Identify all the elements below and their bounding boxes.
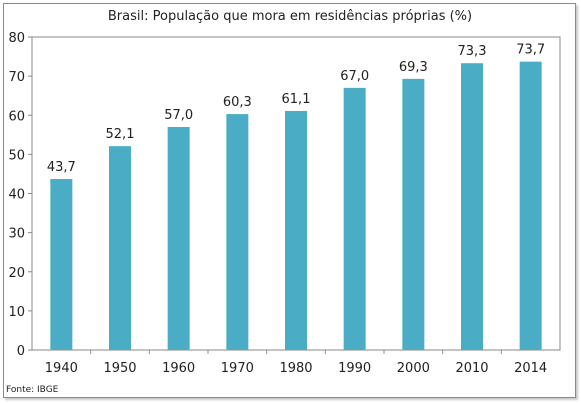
bar-2010 [461,63,483,351]
data-label-1980: 61,1 [282,92,311,107]
data-label-1950: 52,1 [106,127,135,142]
y-tick-label: 30 [8,227,25,242]
data-label-2000: 69,3 [399,60,428,75]
x-tick-label-1950: 1950 [103,361,136,376]
x-tick-label-1990: 1990 [338,361,371,376]
bar-1950 [109,146,131,350]
y-tick-label: 10 [8,305,25,320]
x-tick-label-2000: 2000 [397,361,430,376]
y-tick-label: 0 [17,344,25,359]
y-tick-label: 70 [8,70,25,85]
data-label-2010: 73,3 [458,44,487,59]
bar-2000 [402,78,425,351]
data-label-1960: 57,0 [164,108,193,123]
x-tick-label-2014: 2014 [514,361,547,376]
x-tick-label-1960: 1960 [162,361,195,376]
x-tick-label-1980: 1980 [279,361,312,376]
bar-1970 [226,114,249,350]
y-tick-label: 50 [8,148,25,163]
y-tick-label: 40 [8,188,25,203]
bar-2014 [519,61,542,351]
data-label-1970: 60,3 [223,95,252,110]
y-axis: 0 10 20 30 40 50 60 70 80 [8,31,32,359]
bar-1940 [50,179,73,350]
y-tick-label: 20 [8,266,25,281]
chart-title: Brasil: População que mora em residência… [108,9,472,24]
x-tick-label-2010: 2010 [455,361,488,376]
y-tick-label: 80 [8,31,25,46]
x-axis: 1940 1950 1960 1970 1980 1990 2000 2010 2014 [45,350,547,376]
x-tick-label-1970: 1970 [221,361,254,376]
bar-1990 [343,87,366,351]
data-label-1990: 67,0 [340,69,369,84]
y-tick-label: 60 [8,109,25,124]
data-label-1940: 43,7 [47,160,76,175]
bars: 43,7 52,1 57,0 60,3 61,1 67,0 69,3 73,3 73,7 [47,43,545,351]
bar-1980 [285,110,307,350]
data-label-2014: 73,7 [516,43,545,58]
source-note: Fonte: IBGE [6,385,59,395]
bar-1960 [167,126,190,350]
x-tick-label-1940: 1940 [45,361,78,376]
